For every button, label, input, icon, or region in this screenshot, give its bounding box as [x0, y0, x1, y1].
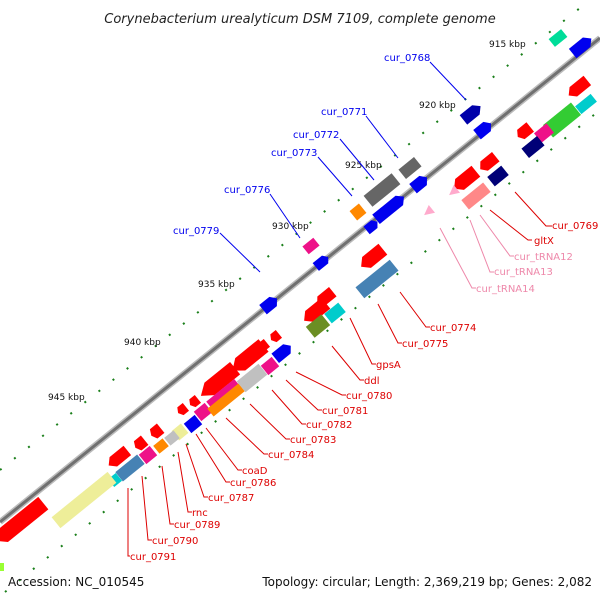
- gene-feature: [363, 173, 401, 207]
- gene-label-cur-0790: cur_0790: [152, 536, 198, 547]
- gene-feature: [259, 296, 277, 315]
- gene-label-cur-0783: cur_0783: [290, 435, 336, 446]
- gene-feature: [480, 152, 500, 171]
- gene-feature: [542, 102, 582, 138]
- gene-label-cur-trna14: cur_tRNA14: [476, 284, 535, 295]
- tick-label: 915 kbp: [489, 40, 526, 50]
- gene-feature: [324, 302, 346, 324]
- gene-feature: [568, 37, 592, 59]
- gene-label-ddl: ddl: [364, 376, 379, 387]
- gene-label-cur-0773: cur_0773: [271, 148, 317, 159]
- gene-feature: [260, 356, 280, 376]
- tick-label: 925 kbp: [345, 161, 382, 171]
- gene-feature: [355, 259, 399, 299]
- gene-feature: [424, 204, 436, 216]
- gene-label-cur-0787: cur_0787: [208, 493, 254, 504]
- gene-label-cur-0782: cur_0782: [306, 420, 352, 431]
- forward-strand-genes: [259, 29, 592, 363]
- gene-feature: [517, 122, 534, 140]
- gene-feature: [193, 402, 213, 422]
- gene-feature: [473, 121, 491, 140]
- gene-feature: [304, 297, 331, 322]
- gene-feature: [568, 75, 592, 97]
- gene-feature: [459, 105, 481, 125]
- gene-feature: [149, 423, 165, 439]
- gene-feature: [349, 203, 367, 221]
- gene-label-cur-0768: cur_0768: [384, 53, 430, 64]
- dotted-track-inner: [4, 109, 600, 593]
- gene-feature: [207, 383, 245, 417]
- blue-label-connectors: [219, 61, 467, 273]
- gene-feature: [138, 445, 158, 465]
- accession-text: Accession: NC_010545: [8, 575, 144, 589]
- tick-label: 930 kbp: [272, 222, 309, 232]
- gene-label-gpsa: gpsA: [376, 360, 401, 371]
- tick-marks: 915 kbp 920 kbp 925 kbp 930 kbp 935 kbp …: [48, 40, 526, 403]
- gene-label-coad: coaD: [242, 466, 268, 477]
- gene-label-cur-0769: cur_0769: [552, 221, 598, 232]
- map-title: Corynebacterium urealyticum DSM 7109, co…: [104, 12, 495, 27]
- gene-label-cur-0776: cur_0776: [224, 185, 270, 196]
- gene-feature: [363, 220, 378, 235]
- gene-feature: [153, 438, 169, 454]
- gene-feature: [305, 314, 331, 338]
- gene-labels: cur_0768 cur_0771 cur_0772 cur_0773 cur_…: [130, 53, 598, 563]
- gene-feature: [534, 123, 554, 143]
- gene-feature: [575, 93, 597, 115]
- gene-feature: [454, 165, 481, 190]
- gene-feature: [236, 363, 268, 393]
- gene-label-cur-0774: cur_0774: [430, 323, 476, 334]
- gene-feature: [115, 454, 145, 482]
- gene-feature: [183, 414, 203, 434]
- tick-label: 940 kbp: [124, 338, 161, 348]
- gene-feature: [271, 344, 291, 363]
- gene-label-cur-0779: cur_0779: [173, 226, 219, 237]
- gene-label-cur-trna12: cur_tRNA12: [514, 252, 573, 263]
- gene-feature: [312, 255, 329, 271]
- gene-feature: [302, 237, 320, 255]
- gene-feature: [487, 165, 509, 187]
- gene-feature: [461, 182, 491, 210]
- gene-label-cur-0772: cur_0772: [293, 130, 339, 141]
- tick-label: 945 kbp: [48, 393, 85, 403]
- gene-label-cur-0789: cur_0789: [174, 520, 220, 531]
- gene-label-cur-0781: cur_0781: [322, 406, 368, 417]
- gene-label-cur-0780: cur_0780: [346, 391, 392, 402]
- genome-summary-text: Topology: circular; Length: 2,369,219 bp…: [261, 575, 592, 589]
- tick-label: 920 kbp: [419, 101, 456, 111]
- genome-backbone: [0, 35, 600, 525]
- gene-label-rnc: rnc: [192, 508, 208, 519]
- gene-feature: [164, 430, 180, 446]
- gene-label-cur-0771: cur_0771: [321, 107, 367, 118]
- reverse-strand-genes: [0, 75, 597, 571]
- gene-feature: [409, 175, 427, 194]
- gene-feature: [177, 402, 190, 416]
- gene-feature: [51, 471, 117, 529]
- gene-feature: [0, 496, 49, 543]
- gene-feature: [398, 157, 422, 179]
- gene-feature: [361, 243, 388, 268]
- gene-feature: [258, 338, 271, 352]
- gene-label-cur-0784: cur_0784: [268, 450, 314, 461]
- gene-label-gltx: gltX: [534, 236, 554, 247]
- gene-label-cur-trna13: cur_tRNA13: [494, 267, 553, 278]
- gene-label-cur-0791: cur_0791: [130, 552, 176, 563]
- gene-feature: [548, 29, 568, 47]
- red-label-connectors: [127, 191, 552, 557]
- gene-feature: [108, 445, 132, 467]
- gene-feature: [0, 563, 4, 571]
- gene-feature: [372, 195, 404, 224]
- tick-label: 935 kbp: [198, 280, 235, 290]
- gene-feature: [189, 394, 202, 408]
- gene-feature: [133, 435, 149, 451]
- gene-feature: [200, 361, 241, 396]
- gene-label-cur-0786: cur_0786: [230, 478, 276, 489]
- gene-feature: [270, 329, 283, 343]
- gene-label-cur-0775: cur_0775: [402, 339, 448, 350]
- gene-feature: [521, 136, 545, 158]
- gene-feature: [449, 184, 461, 196]
- dotted-track-outer: [0, 0, 591, 471]
